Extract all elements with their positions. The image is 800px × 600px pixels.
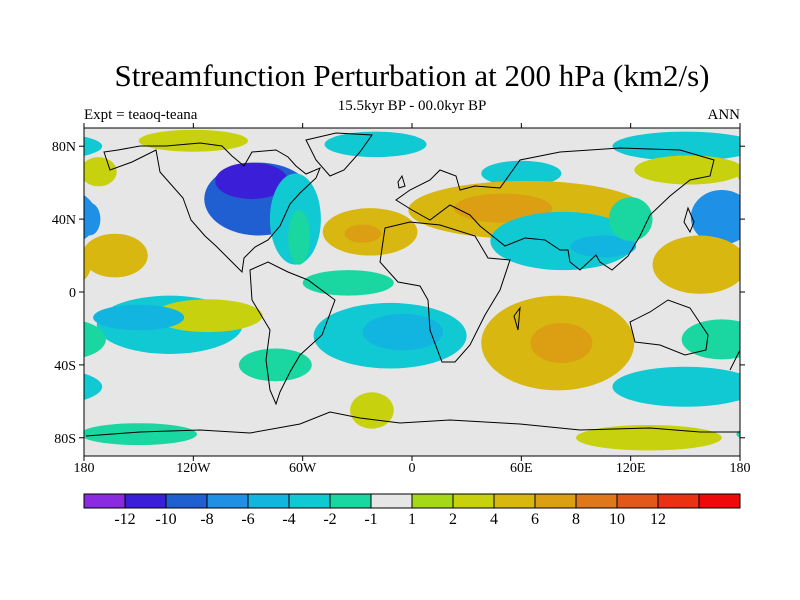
coast-north-america — [103, 142, 321, 274]
colorbar-label: -1 — [364, 511, 377, 528]
anomaly-contour-wrap-9 — [84, 136, 103, 156]
anomaly-contour-18 — [84, 202, 101, 236]
colorbar-label: 1 — [408, 511, 416, 528]
coast-eurasia — [395, 147, 715, 271]
map-background — [84, 128, 740, 456]
colorbar-box — [698, 493, 741, 509]
colorbar-label: 2 — [449, 511, 457, 528]
y-tick-label: 80S — [54, 432, 76, 447]
coast-new-zealand — [729, 349, 740, 371]
anomaly-contour-wrap-30 — [84, 321, 106, 358]
colorbar: -12 -10 -8 -6 -4 -2 -1 1 2 4 6 8 10 12 — [83, 493, 741, 528]
anomaly-contour-26 — [362, 313, 443, 351]
anomaly-contour-wrap-18 — [734, 204, 740, 234]
x-tick-label: 60W — [289, 461, 317, 476]
colorbar-label: -2 — [323, 511, 336, 528]
colorbar-label: -12 — [114, 511, 135, 528]
right-subtitle: ANN — [708, 107, 741, 123]
coastlines — [85, 132, 740, 437]
colorbar-label: 4 — [490, 511, 498, 528]
colorbar-box — [165, 493, 208, 509]
colorbar-box — [370, 493, 413, 509]
y-tick-label: 40N — [52, 213, 76, 228]
anomaly-contour-11 — [84, 157, 117, 187]
coast-australia — [629, 299, 709, 356]
anomaly-contour-wrap-19 — [84, 249, 92, 281]
coast-japan — [683, 206, 695, 234]
coast-madagascar — [513, 306, 521, 331]
colorbar-label: 12 — [650, 511, 666, 528]
colorbar-box — [124, 493, 167, 509]
chart-title: Streamfunction Perturbation at 200 hPa (… — [115, 58, 710, 93]
anomaly-contour-wrap-32 — [736, 430, 740, 438]
colorbar-label: 8 — [572, 511, 580, 528]
coast-africa — [379, 221, 511, 363]
x-tick-label: 180 — [730, 461, 751, 476]
anomaly-contour-17 — [690, 189, 740, 245]
x-tick-label: 180 — [74, 461, 95, 476]
colorbar-box — [657, 493, 700, 509]
colorbar-box — [288, 493, 331, 509]
anomaly-contour-23 — [93, 304, 185, 331]
anomaly-contour-32 — [84, 423, 197, 446]
x-tick-label: 60E — [510, 461, 533, 476]
colorbar-label: 10 — [609, 511, 625, 528]
anomaly-contour-24 — [238, 348, 312, 382]
anomaly-contour-13 — [453, 193, 553, 223]
colorbar-label: -6 — [241, 511, 254, 528]
anomaly-contour-wrap-10 — [84, 164, 88, 176]
colorbar-box — [575, 493, 618, 509]
x-tick-label: 120E — [616, 461, 646, 476]
anomaly-contour-1 — [215, 162, 289, 200]
colorbar-label: -10 — [155, 511, 176, 528]
colorbar-box — [83, 493, 126, 509]
coast-greenland — [305, 132, 373, 177]
anomaly-contour-20 — [84, 233, 148, 278]
colorbar-box — [493, 493, 536, 509]
anomaly-contour-15 — [570, 235, 637, 258]
anomaly-contour-33 — [576, 425, 722, 451]
x-tick-label: 120W — [176, 461, 211, 476]
colorbar-label: -4 — [282, 511, 295, 528]
anomaly-contour-wrap-31 — [84, 373, 103, 401]
anomaly-contour-30 — [681, 319, 740, 360]
anomaly-contour-27 — [350, 392, 394, 429]
anomaly-contour-7 — [324, 131, 427, 158]
map-area — [84, 128, 740, 456]
colorbar-label: 6 — [531, 511, 539, 528]
colorbar-label: -8 — [200, 511, 213, 528]
x-tick-label: 0 — [409, 461, 416, 476]
anomaly-contour-5 — [344, 224, 382, 243]
left-subtitle: Expt = teaoq-teana — [84, 107, 198, 123]
anomaly-contour-8 — [481, 160, 562, 187]
anomaly-contour-19 — [652, 235, 740, 294]
y-tick-label: 40S — [54, 359, 76, 374]
colorbar-box — [452, 493, 495, 509]
anomaly-contour-16 — [608, 197, 653, 241]
anomaly-contour-6 — [138, 129, 248, 152]
colorbar-box — [247, 493, 290, 509]
anomaly-contour-34 — [302, 270, 394, 296]
center-subtitle: 15.5kyr BP - 00.0kyr BP — [338, 98, 487, 114]
anomaly-contour-wrap-20 — [738, 248, 740, 263]
colorbar-box — [534, 493, 577, 509]
coast-south-america — [249, 261, 336, 406]
colorbar-box — [206, 493, 249, 509]
coast-antarctica — [85, 411, 740, 437]
anomaly-contour-wrap-11 — [736, 162, 740, 181]
colorbar-box — [616, 493, 659, 509]
anomaly-contour-22 — [153, 299, 263, 333]
y-tick-label: 0 — [69, 286, 76, 301]
anomaly-contour-10 — [634, 155, 740, 185]
colorbar-box — [329, 493, 372, 509]
anomaly-contour-29 — [530, 322, 593, 364]
anomaly-contour-31 — [612, 366, 740, 407]
y-tick-label: 80N — [52, 140, 76, 155]
anomaly-contour-3 — [288, 210, 310, 265]
colorbar-box — [411, 493, 454, 509]
axis-ticks: 80N 40N 0 40S 80S 180 120W 60W 0 60E 120E 180 — [52, 123, 751, 476]
anomaly-contour-9 — [612, 131, 740, 161]
coast-british-isles — [397, 174, 406, 189]
